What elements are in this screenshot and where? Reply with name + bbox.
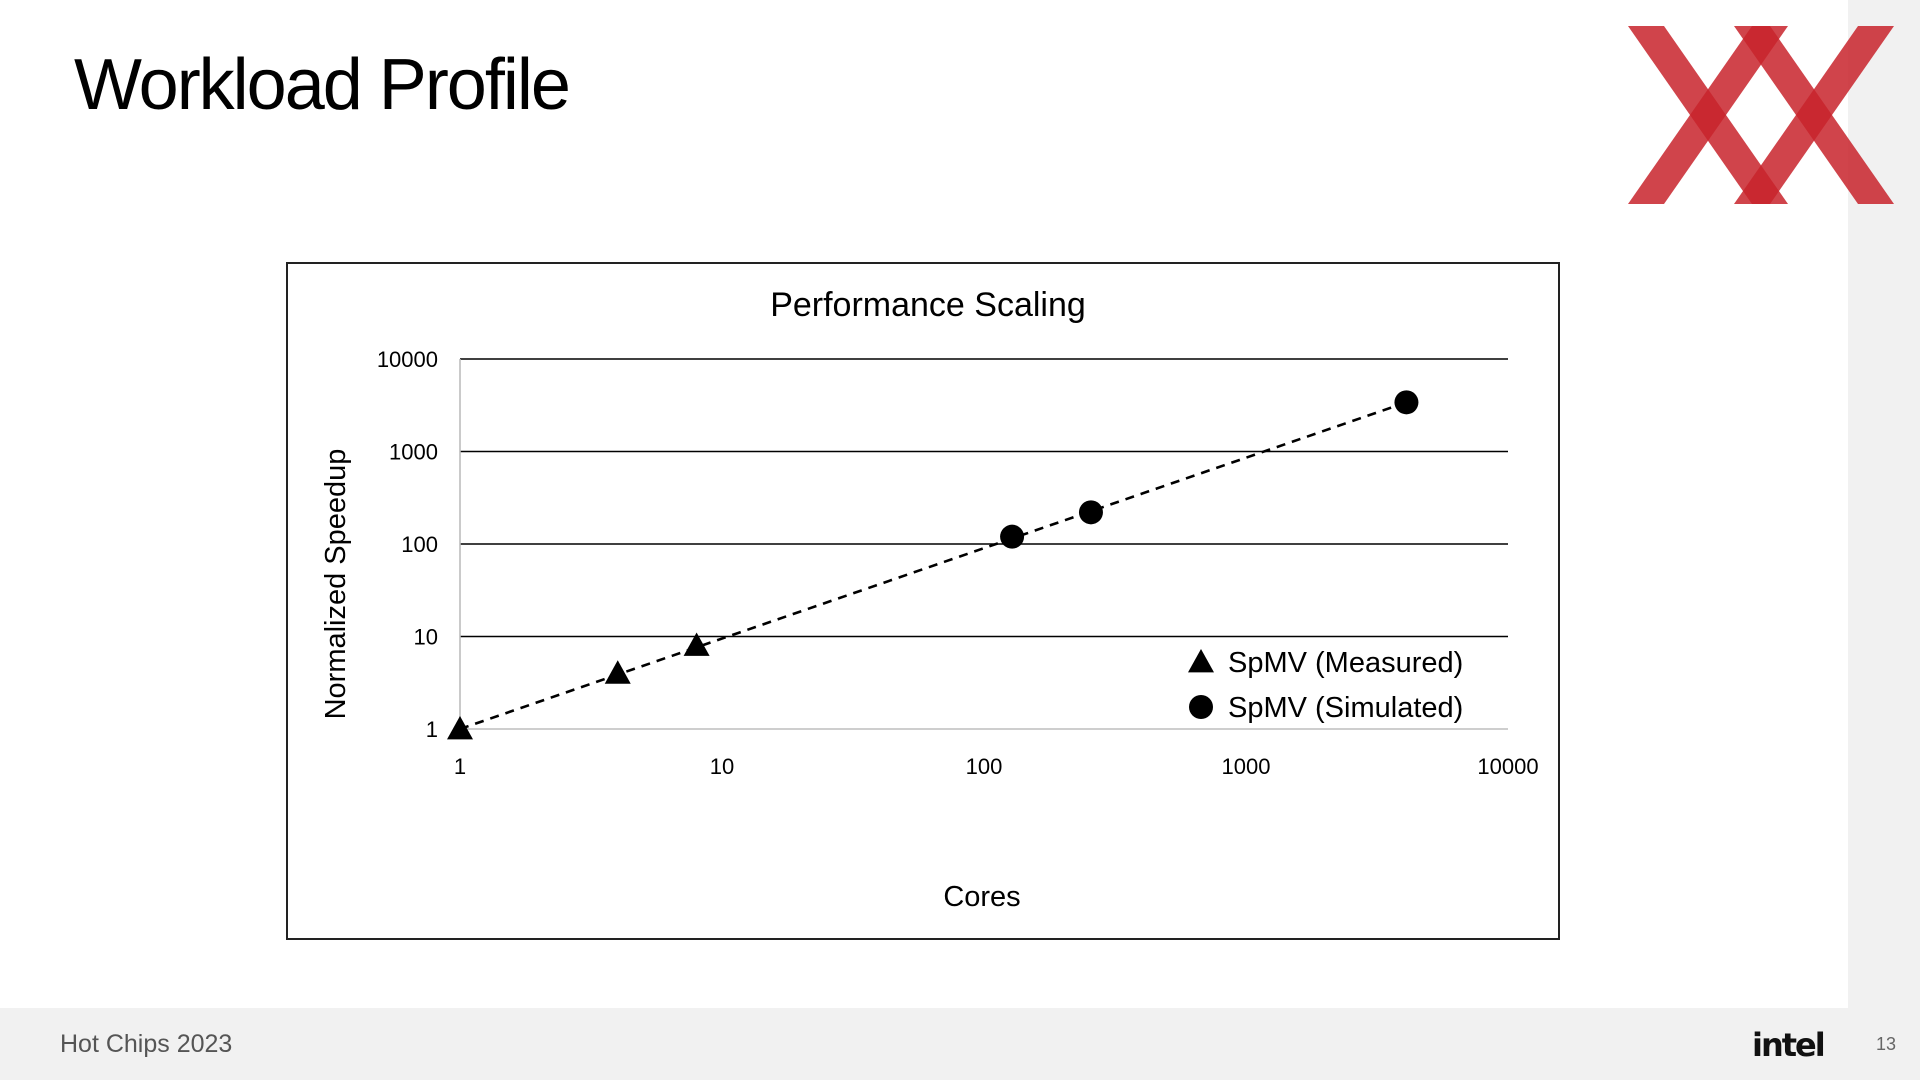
double-x-logo-icon (1628, 26, 1894, 204)
simulated-data-point (1394, 390, 1419, 415)
footer-bar (0, 1008, 1848, 1080)
y-tick-label: 10 (414, 625, 438, 650)
x-axis-label: Cores (943, 881, 1020, 913)
measured-data-point (604, 660, 631, 684)
y-tick-label: 1000 (389, 440, 438, 465)
intel-logo: intel (1752, 1026, 1826, 1064)
x-tick-label: 10000 (1477, 754, 1538, 779)
slide-title: Workload Profile (74, 45, 571, 125)
y-tick-label: 100 (401, 532, 438, 557)
performance-scaling-chart: Performance Scaling Cores Normalized Spe… (320, 286, 1539, 913)
simulated-data-point (1000, 524, 1025, 549)
measured-data-point (447, 716, 473, 740)
simulated-data-point (1078, 500, 1103, 525)
legend-label: SpMV (Measured) (1228, 647, 1463, 679)
footer-event-label: Hot Chips 2023 (60, 1030, 233, 1058)
x-tick-label: 1 (454, 754, 466, 779)
y-tick-label: 1 (426, 717, 438, 742)
legend-marker (1188, 649, 1214, 673)
y-axis-label: Normalized Speedup (320, 449, 352, 720)
legend-marker (1189, 695, 1213, 719)
chart-title: Performance Scaling (770, 286, 1086, 324)
page-number: 13 (1876, 1034, 1897, 1054)
legend-label: SpMV (Simulated) (1228, 692, 1463, 724)
x-tick-label: 100 (966, 754, 1003, 779)
chart-frame: Performance Scaling Cores Normalized Spe… (286, 262, 1560, 940)
y-tick-label: 10000 (377, 347, 438, 372)
x-tick-label: 10 (710, 754, 734, 779)
measured-data-point (683, 632, 710, 656)
x-tick-label: 1000 (1222, 754, 1271, 779)
